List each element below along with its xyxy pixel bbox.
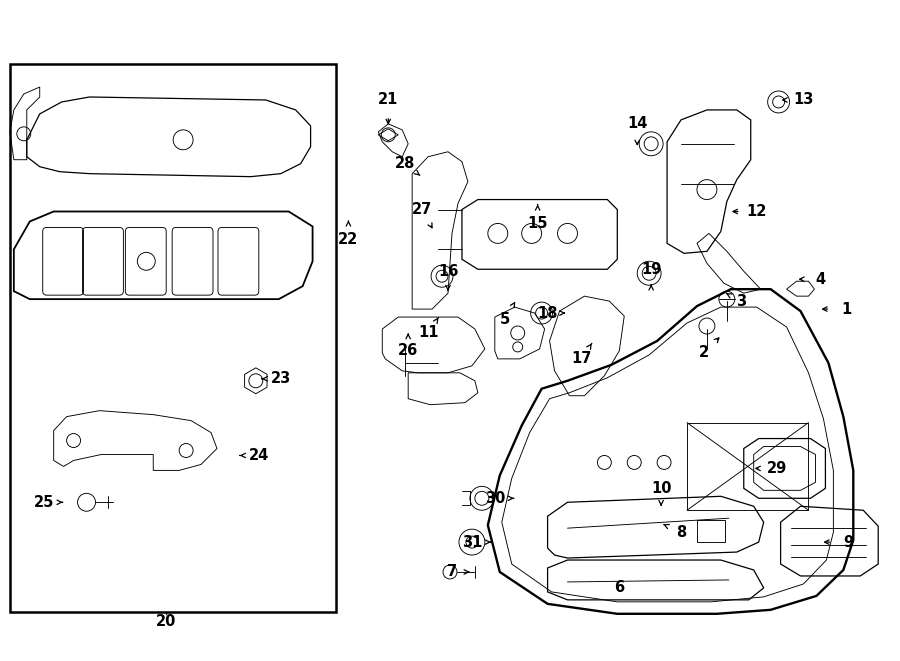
Text: 11: 11 (418, 325, 438, 340)
Text: 24: 24 (248, 448, 269, 463)
Bar (10, 64, 337, 612)
Text: 12: 12 (746, 204, 767, 219)
Text: 13: 13 (793, 93, 814, 108)
Text: 4: 4 (815, 272, 825, 287)
Text: 7: 7 (447, 564, 457, 580)
Text: 5: 5 (500, 311, 510, 327)
Text: 23: 23 (271, 371, 291, 386)
Text: 30: 30 (484, 490, 505, 506)
Text: 26: 26 (398, 344, 418, 358)
Text: 27: 27 (412, 202, 432, 217)
Text: 20: 20 (156, 614, 176, 629)
Text: 8: 8 (676, 525, 686, 539)
Text: 16: 16 (437, 264, 458, 279)
Text: 28: 28 (395, 156, 416, 171)
Text: 3: 3 (735, 293, 746, 309)
Text: 6: 6 (614, 580, 625, 596)
Bar (687, 422, 808, 510)
Text: 14: 14 (627, 116, 647, 132)
Text: 22: 22 (338, 232, 358, 247)
Text: 31: 31 (462, 535, 482, 549)
Text: 10: 10 (651, 481, 671, 496)
Text: 18: 18 (537, 305, 558, 321)
Text: 2: 2 (699, 346, 709, 360)
Text: 25: 25 (33, 495, 54, 510)
Text: 15: 15 (527, 216, 548, 231)
Text: 17: 17 (572, 352, 591, 366)
Bar (697, 520, 724, 542)
Text: 29: 29 (767, 461, 787, 476)
Text: 9: 9 (843, 535, 853, 549)
Text: 21: 21 (378, 93, 399, 108)
Text: 19: 19 (641, 262, 662, 277)
Text: 1: 1 (842, 301, 851, 317)
